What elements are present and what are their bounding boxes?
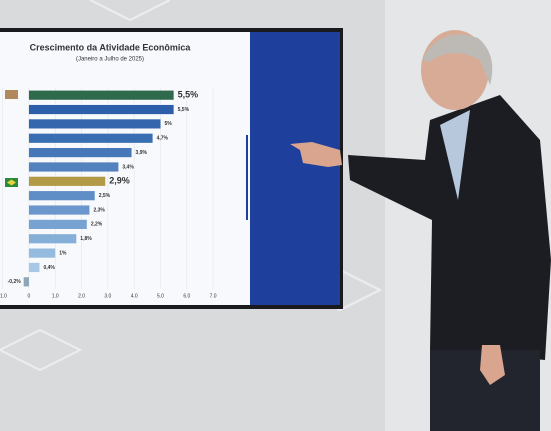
value-label: 2,3%: [93, 207, 105, 213]
bar: [28, 176, 106, 186]
hand: [480, 345, 505, 385]
bar: [28, 148, 132, 158]
value-label: 5,5%: [178, 90, 199, 100]
flag-icon: [5, 90, 18, 99]
screen-panel: [250, 32, 340, 305]
value-label: 3,4%: [122, 164, 134, 170]
bar: [28, 248, 56, 258]
bar: [28, 104, 174, 115]
bar: [28, 162, 119, 172]
value-label: 1%: [59, 250, 67, 256]
value-label: 0,4%: [43, 265, 55, 271]
x-tick-label: 5.0: [157, 293, 164, 299]
shirt: [440, 110, 470, 200]
value-label: 2,9%: [109, 176, 130, 186]
x-tick-label: 6.0: [183, 293, 190, 299]
bar: [28, 133, 153, 143]
bar: [28, 219, 87, 229]
value-label: -0,2%: [8, 279, 22, 285]
chart: -1.0 0 1.0 2.0 3.0 4.0 5.0 6.0 7.0 5,5% 5,5% 5% 4,7%…: [0, 88, 217, 299]
chart-subtitle: (Janeiro a Julho de 2025): [76, 57, 144, 63]
x-tick-label: 1.0: [52, 293, 59, 299]
value-label: 2,5%: [99, 193, 111, 199]
scrollbar: [246, 135, 248, 220]
bar: [28, 119, 161, 129]
flag-diamond: [7, 179, 16, 186]
x-tick-label: 4.0: [131, 293, 138, 299]
bar: [28, 90, 174, 100]
bar: [28, 191, 95, 201]
x-tick-label: 0: [28, 293, 31, 299]
value-label: 4,7%: [157, 136, 169, 142]
bar: [28, 205, 90, 215]
x-tick-label: 3.0: [104, 293, 111, 299]
suit: [348, 95, 551, 360]
presenter: [290, 30, 551, 431]
hand: [290, 142, 342, 167]
chart-title: Crescimento da Atividade Econômica: [30, 42, 192, 52]
hair: [422, 34, 493, 85]
bar: [28, 234, 77, 244]
value-label: 3,9%: [136, 150, 148, 156]
value-label: 1,8%: [80, 236, 92, 242]
value-label: 2,2%: [91, 222, 103, 228]
value-label: 5,5%: [178, 107, 190, 113]
value-label: 5%: [164, 121, 172, 127]
x-tick-label: 2.0: [78, 293, 85, 299]
x-tick-label: 7.0: [210, 293, 217, 299]
x-tick-label: -1.0: [0, 293, 7, 299]
bar: [28, 262, 40, 273]
bar: [23, 277, 29, 287]
